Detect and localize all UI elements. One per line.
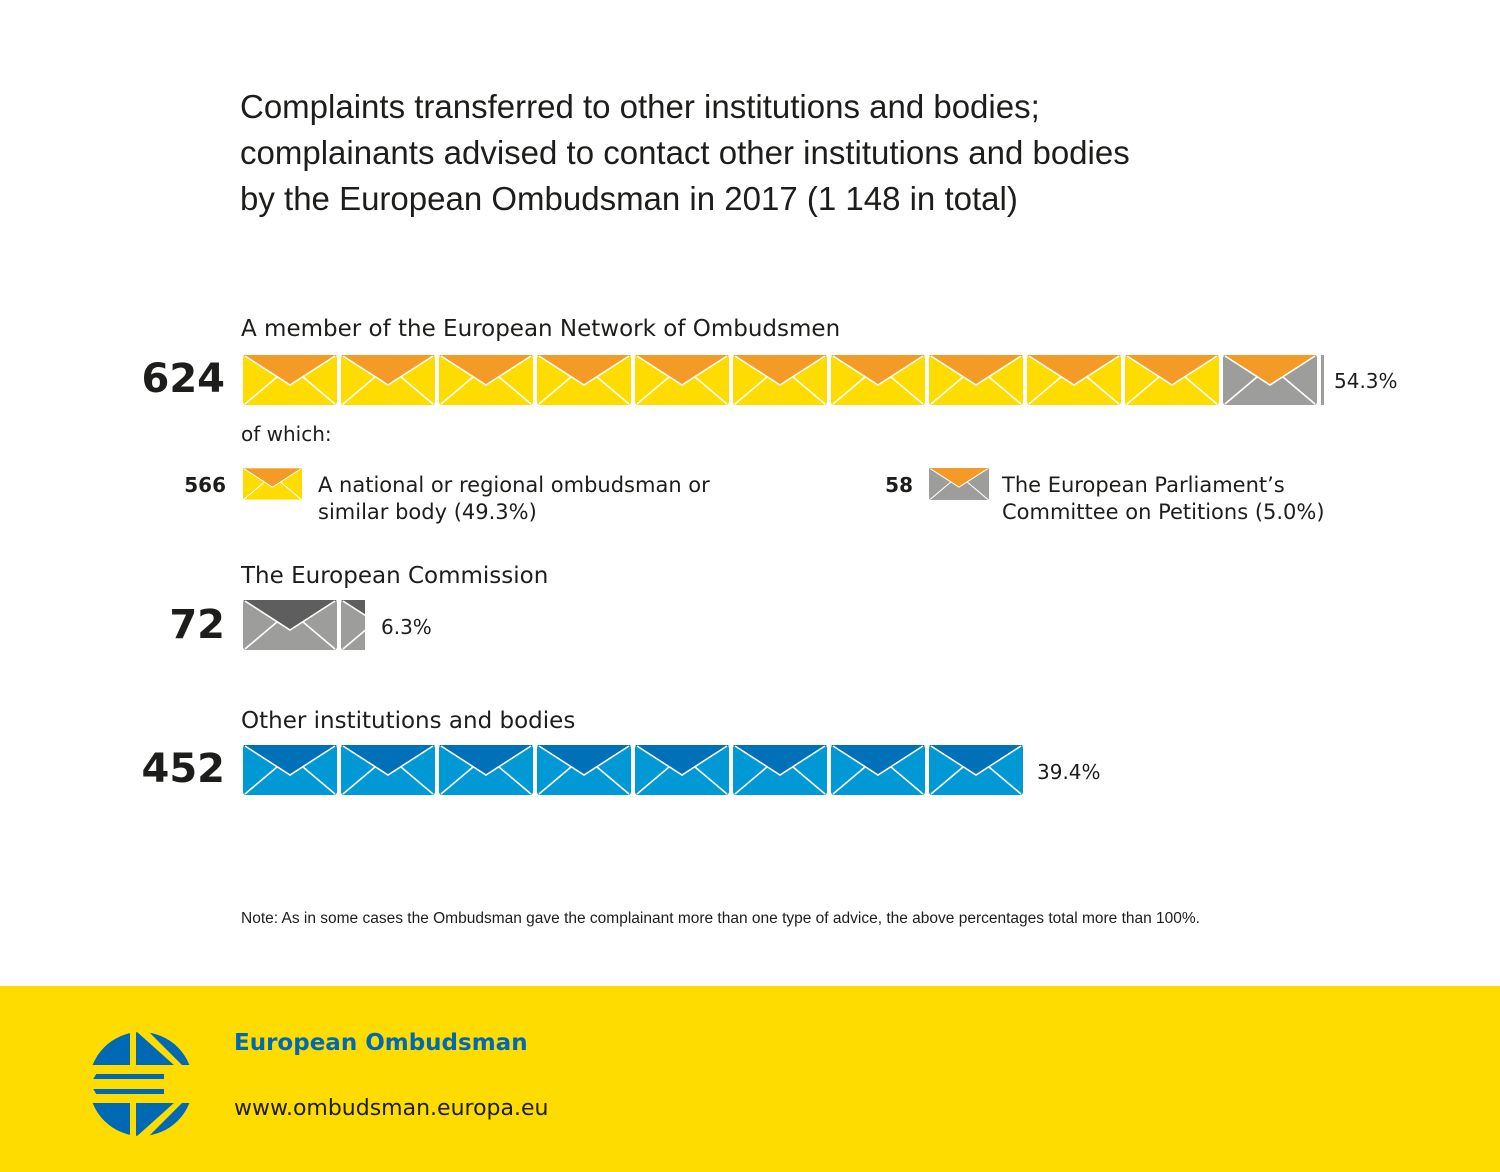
title-line-3: by the European Ombudsman in 2017 (1 148… [240, 180, 1018, 217]
envelope-icon [243, 355, 337, 405]
brand-name: European Ombudsman [234, 1030, 528, 1056]
envelope-bar-network [243, 355, 1324, 405]
category-percent-commission: 6.3% [381, 615, 432, 639]
envelope-icon [1027, 355, 1121, 405]
category-label-commission: The European Commission [241, 563, 549, 589]
envelope-icon [341, 745, 435, 795]
envelope-bar-other [243, 745, 1023, 795]
envelope-icon [831, 745, 925, 795]
envelope-icon [929, 745, 1023, 795]
sub-text-line: The European Parliament’s [1002, 473, 1285, 497]
envelope-icon [439, 355, 533, 405]
category-label-other: Other institutions and bodies [241, 708, 576, 734]
chart-title: Complaints transferred to other institut… [240, 84, 1360, 222]
sub-text-national: A national or regional ombudsman or simi… [318, 472, 710, 526]
envelope-icon [929, 355, 1023, 405]
category-percent-network: 54.3% [1334, 369, 1398, 393]
website-link[interactable]: www.ombudsman.europa.eu [234, 1096, 549, 1121]
envelope-icon [243, 745, 337, 795]
title-line-1: Complaints transferred to other institut… [240, 88, 1040, 125]
sub-value-petitions: 58 [885, 473, 913, 497]
envelope-icon [537, 745, 631, 795]
category-value-other: 452 [141, 746, 226, 792]
envelope-fraction-icon [341, 600, 365, 650]
envelope-icon [733, 355, 827, 405]
category-label-network: A member of the European Network of Ombu… [241, 316, 841, 342]
envelope-icon-national [243, 466, 302, 502]
envelope-icon [341, 355, 435, 405]
envelope-bar-commission [243, 600, 365, 650]
envelope-icon [733, 745, 827, 795]
envelope-icon [1125, 355, 1219, 405]
envelope-icon [635, 745, 729, 795]
sub-text-line: A national or regional ombudsman or [318, 473, 710, 497]
sub-text-line: Committee on Petitions (5.0%) [1002, 500, 1325, 524]
envelope-icon [537, 355, 631, 405]
envelope-fraction-icon [1321, 355, 1324, 405]
title-line-2: complainants advised to contact other in… [240, 134, 1130, 171]
footer-band [0, 986, 1500, 1172]
envelope-icon [243, 600, 337, 650]
envelope-icon [635, 355, 729, 405]
envelope-icon [831, 355, 925, 405]
category-value-network: 624 [141, 356, 226, 402]
footnote: Note: As in some cases the Ombudsman gav… [241, 910, 1200, 927]
sub-value-national: 566 [184, 473, 226, 497]
sub-text-line: similar body (49.3%) [318, 500, 537, 524]
sub-text-petitions: The European Parliament’s Committee on P… [1002, 472, 1325, 526]
envelope-icon-petitions-legend [929, 466, 989, 502]
category-percent-other: 39.4% [1037, 760, 1101, 784]
sub-intro-label: of which: [241, 422, 332, 446]
envelope-icon-petitions [1223, 355, 1317, 405]
european-ombudsman-logo-icon [88, 1031, 194, 1137]
envelope-icon [439, 745, 533, 795]
category-value-commission: 72 [169, 602, 225, 648]
